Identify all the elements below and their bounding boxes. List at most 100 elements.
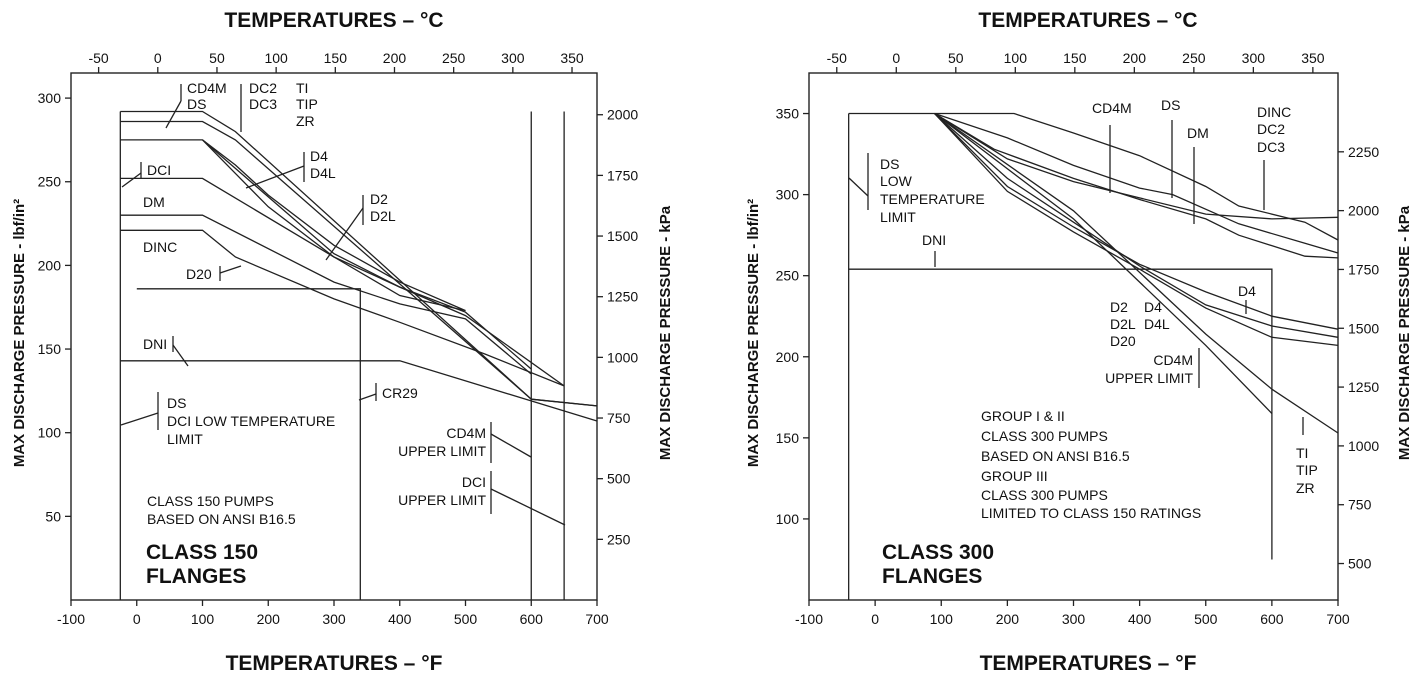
x-tick-label-c: -50 bbox=[827, 50, 847, 66]
label-d4l: D4L bbox=[310, 165, 336, 181]
y-tick-label-kpa: 750 bbox=[1348, 497, 1372, 513]
label-d2: D2 bbox=[370, 191, 388, 207]
flange-label-2: FLANGES bbox=[882, 565, 982, 588]
x-tick-label-f: 700 bbox=[585, 611, 609, 627]
label-dc2: DC2 bbox=[249, 80, 277, 96]
y-tick-label-psi: 300 bbox=[776, 187, 800, 203]
label-cd4m: CD4M bbox=[1092, 100, 1132, 116]
label-dslow-2: LOW bbox=[880, 173, 913, 189]
x-tick-label-f: 200 bbox=[996, 611, 1020, 627]
label-d20: D20 bbox=[1110, 333, 1136, 349]
label-dc3: DC3 bbox=[249, 96, 277, 112]
left-axis-title: MAX DISCHARGE PRESSURE - lbf/in² bbox=[11, 199, 28, 467]
leader-dslow bbox=[848, 177, 869, 197]
x-tick-label-f: 100 bbox=[930, 611, 954, 627]
x-tick-label-c: 350 bbox=[1301, 50, 1325, 66]
note-line-6: LIMITED TO CLASS 150 RATINGS bbox=[981, 505, 1201, 521]
label-dslow-1: DS bbox=[880, 156, 899, 172]
x-tick-label-f: 600 bbox=[520, 611, 544, 627]
x-tick-label-c: 0 bbox=[154, 50, 162, 66]
note-line-4: GROUP III bbox=[981, 468, 1048, 484]
x-tick-label-f: 100 bbox=[191, 611, 215, 627]
series-lines bbox=[848, 112, 1339, 600]
label-d2: D2 bbox=[1110, 299, 1128, 315]
y-tick-label-psi: 200 bbox=[38, 257, 62, 273]
x-tick-label-c: 0 bbox=[892, 50, 900, 66]
note-line-3: BASED ON ANSI B16.5 bbox=[981, 448, 1130, 464]
label-cd4m: CD4M bbox=[187, 80, 227, 96]
label-dm: DM bbox=[143, 194, 165, 210]
label-dm: DM bbox=[1187, 125, 1209, 141]
x-tick-label-c: 100 bbox=[264, 50, 288, 66]
class-150-chart: TEMPERATURES – °C TEMPERATURES – °F MAX … bbox=[11, 9, 674, 675]
label-d4b: D4 bbox=[1238, 283, 1256, 299]
y-tick-label-psi: 100 bbox=[776, 511, 800, 527]
label-cd4mupper-1: CD4M bbox=[1153, 352, 1193, 368]
x-tick-label-f: 500 bbox=[1194, 611, 1218, 627]
y-tick-label-psi: 150 bbox=[776, 430, 800, 446]
y-tick-label-psi: 150 bbox=[38, 341, 62, 357]
x-tick-label-f: 700 bbox=[1326, 611, 1350, 627]
x-tick-label-f: 500 bbox=[454, 611, 478, 627]
y-tick-label-kpa: 1750 bbox=[607, 167, 638, 183]
leader-dni bbox=[172, 344, 189, 367]
y-tick-label-kpa: 2000 bbox=[1348, 203, 1379, 219]
y-tick-label-psi: 250 bbox=[38, 174, 62, 190]
series-line-d4 bbox=[202, 139, 466, 312]
curve-labels: CD4M DS DM DINC DC2 DC3 DS LOW TEMPERATU… bbox=[848, 97, 1318, 496]
x-tick-label-f: 400 bbox=[1128, 611, 1152, 627]
series-line-dm bbox=[120, 177, 532, 370]
y-tick-label-kpa: 2250 bbox=[1348, 144, 1379, 160]
series-line-dm bbox=[934, 112, 1339, 220]
label-dinc: DINC bbox=[1257, 104, 1291, 120]
series-line-ti bbox=[934, 112, 1339, 434]
x-tick-label-c: 250 bbox=[1182, 50, 1206, 66]
x-tick-label-f: 300 bbox=[1062, 611, 1086, 627]
x-tick-label-f: 600 bbox=[1260, 611, 1284, 627]
label-lowlim-3: LIMIT bbox=[167, 431, 203, 447]
x-tick-label-c: 300 bbox=[501, 50, 525, 66]
label-cd4mupper-2: UPPER LIMIT bbox=[398, 443, 486, 459]
flange-label-1: CLASS 300 bbox=[882, 541, 994, 564]
y-tick-label-kpa: 1750 bbox=[1348, 261, 1379, 277]
series-line-dci bbox=[120, 139, 565, 387]
series-line-cr29 bbox=[136, 288, 361, 600]
x-tick-label-c: 200 bbox=[383, 50, 407, 66]
x-tick-label-c: 150 bbox=[324, 50, 348, 66]
label-lowlim-2: DCI LOW TEMPERATURE bbox=[167, 413, 335, 429]
label-d4: D4 bbox=[310, 148, 328, 164]
y-tick-label-psi: 100 bbox=[38, 425, 62, 441]
label-cd4mupper-1: CD4M bbox=[446, 425, 486, 441]
right-axis-title: MAX DISCHARGE PRESSURE - kPa bbox=[1396, 205, 1413, 460]
y-tick-label-kpa: 750 bbox=[607, 410, 631, 426]
top-axis-title: TEMPERATURES – °C bbox=[224, 9, 443, 32]
left-axis-title: MAX DISCHARGE PRESSURE - lbf/in² bbox=[745, 199, 762, 467]
label-d4l: D4L bbox=[1144, 316, 1170, 332]
leader-d4 bbox=[245, 165, 305, 189]
label-dciupper-1: DCI bbox=[462, 474, 486, 490]
x-tick-label-c: -50 bbox=[88, 50, 108, 66]
label-tip: TIP bbox=[1296, 462, 1318, 478]
y-tick-label-kpa: 1500 bbox=[607, 228, 638, 244]
leader-dci bbox=[121, 172, 142, 188]
series-line-cd4m-upper-limit bbox=[934, 112, 1273, 414]
label-dinc: DINC bbox=[143, 239, 177, 255]
label-dc2: DC2 bbox=[1257, 121, 1285, 137]
note-line-2: BASED ON ANSI B16.5 bbox=[147, 511, 296, 527]
flange-label-2: FLANGES bbox=[146, 565, 246, 588]
label-ti: TI bbox=[296, 80, 308, 96]
y-tick-label-kpa: 1000 bbox=[607, 349, 638, 365]
label-ds: DS bbox=[1161, 97, 1180, 113]
leader-cd4mupper bbox=[490, 433, 532, 458]
label-dci: DCI bbox=[147, 162, 171, 178]
y-tick-label-psi: 300 bbox=[38, 90, 62, 106]
series-line-dni bbox=[848, 268, 1273, 560]
series-line-d2 bbox=[202, 139, 466, 312]
y-tick-label-psi: 200 bbox=[776, 349, 800, 365]
y-tick-label-psi: 50 bbox=[45, 508, 61, 524]
right-axis-title: MAX DISCHARGE PRESSURE - kPa bbox=[657, 205, 674, 460]
x-tick-label-f: 400 bbox=[388, 611, 412, 627]
axis-ticks: -100 0 100 200 300 400 500 600 700 -50 0 50 100 150 20… bbox=[38, 50, 639, 627]
label-dni: DNI bbox=[922, 232, 946, 248]
